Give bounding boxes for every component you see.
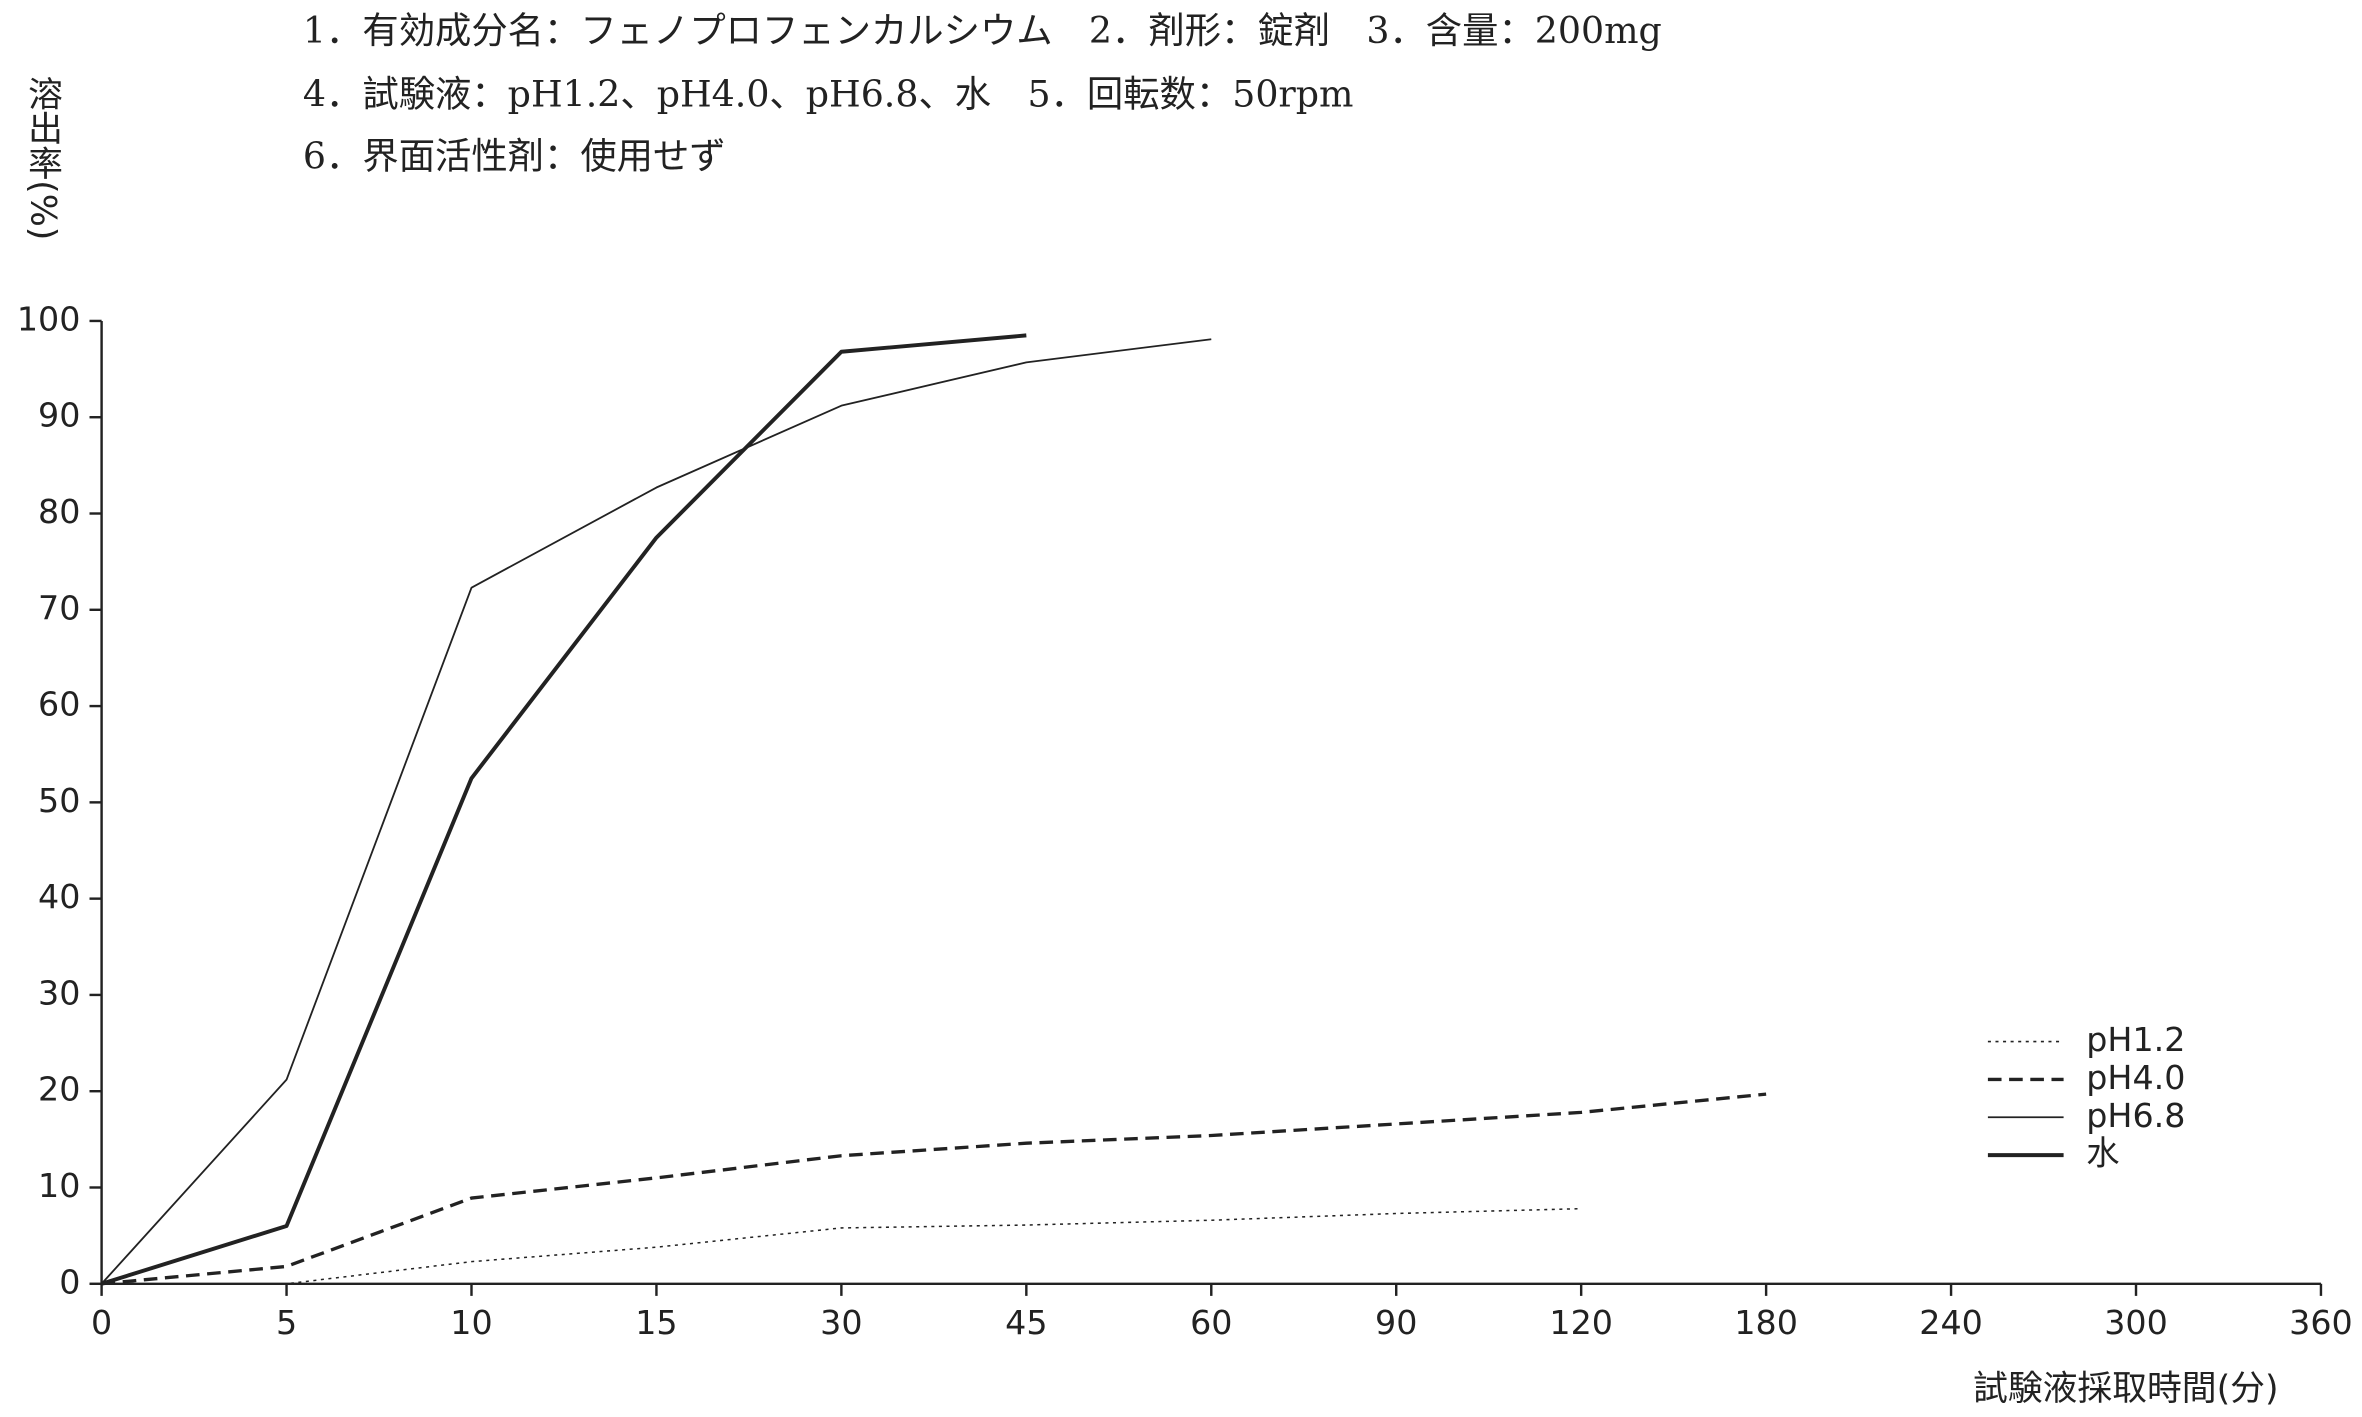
legend-label: pH1.2: [2086, 1020, 2185, 1059]
y-tick-label: 90: [38, 396, 80, 435]
x-tick-label: 240: [1919, 1303, 1983, 1342]
x-tick-label: 180: [1734, 1303, 1798, 1342]
x-tick-label: 300: [2104, 1303, 2168, 1342]
x-tick-label: 360: [2289, 1303, 2353, 1342]
y-axis-label: 溶出率(%): [23, 75, 63, 240]
legend-label: 水: [2086, 1134, 2119, 1173]
y-tick-label: 100: [17, 299, 81, 338]
x-tick-label: 45: [1005, 1303, 1047, 1342]
x-tick-label: 0: [91, 1303, 112, 1342]
y-tick-label: 20: [38, 1070, 80, 1109]
legend-label: pH4.0: [2086, 1058, 2185, 1097]
series-line: [101, 1207, 1582, 1285]
x-tick-label: 60: [1190, 1303, 1232, 1342]
y-tick-label: 30: [38, 973, 80, 1012]
x-tick-label: 15: [635, 1303, 677, 1342]
chart-title: 4．試験液：pH1.2、pH4.0、pH6.8、水 5．回転数：50rpm: [303, 72, 1354, 115]
y-tick-label: 70: [38, 588, 80, 627]
series-line: [100, 338, 1212, 1285]
chart-title: 6．界面活性剤：使用せず: [303, 134, 726, 177]
y-tick-label: 40: [38, 877, 80, 916]
x-tick-label: 30: [820, 1303, 862, 1342]
legend-label: pH6.8: [2086, 1096, 2185, 1135]
x-tick-label: 5: [276, 1303, 297, 1342]
y-tick-label: 50: [38, 781, 80, 820]
x-axis-label: 試験液採取時間(分): [1973, 1369, 2279, 1409]
x-tick-label: 10: [450, 1303, 492, 1342]
x-tick-label: 120: [1549, 1303, 1613, 1342]
chart-title: 1．有効成分名：フェノプロフェンカルシウム 2．剤形：錠剤 3．含量：200mg: [303, 9, 1662, 52]
series-line: [101, 1092, 1767, 1286]
series-line: [101, 333, 1027, 1286]
x-tick-label: 90: [1375, 1303, 1417, 1342]
y-tick-label: 0: [59, 1262, 80, 1301]
y-tick-label: 10: [38, 1166, 80, 1205]
y-tick-label: 60: [38, 685, 80, 724]
y-tick-label: 80: [38, 492, 80, 531]
